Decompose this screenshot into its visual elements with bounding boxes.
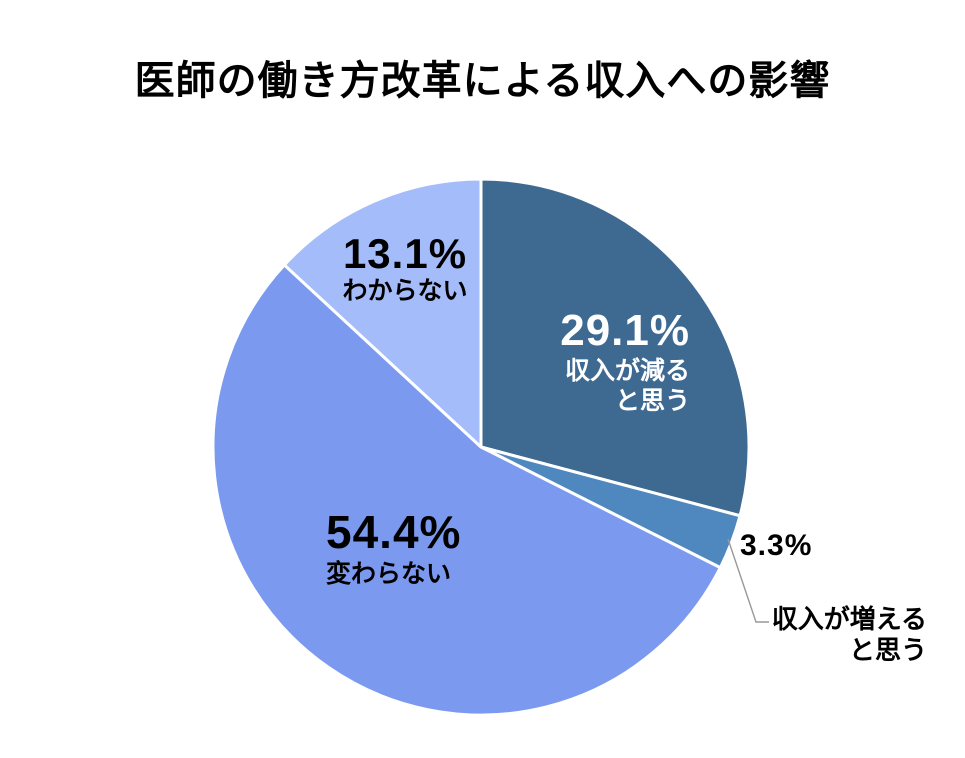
pie-slice-3 (282, 177, 483, 449)
pie-slice-0 (479, 177, 751, 518)
label-block-unknown: 13.1% わからない (342, 230, 467, 306)
name-decrease-line1: 収入が減る (564, 357, 690, 385)
pct-decrease: 29.1% (560, 306, 690, 355)
label-block-increase: 収入が増える と思う (772, 604, 927, 666)
name-nochange: 変わらない (326, 560, 452, 588)
chart-title: 医師の働き方改革による収入への影響 (134, 59, 831, 103)
label-block-decrease: 29.1% 収入が減る と思う (560, 306, 690, 416)
name-decrease-line2: と思う (614, 387, 690, 415)
pct-nochange: 54.4% (326, 506, 462, 558)
name-unknown: わからない (342, 277, 468, 305)
pct-unknown: 13.1% (342, 230, 468, 277)
pie-slices-group (211, 177, 751, 717)
label-block-nochange: 54.4% 変わらない (326, 506, 461, 590)
pie-slice-2 (211, 263, 722, 717)
name-increase-line2: と思う (848, 635, 927, 665)
pct-increase: 3.3% (740, 529, 813, 562)
name-increase-line1: 収入が増える (771, 604, 927, 634)
leader-line-increase (727, 538, 769, 623)
